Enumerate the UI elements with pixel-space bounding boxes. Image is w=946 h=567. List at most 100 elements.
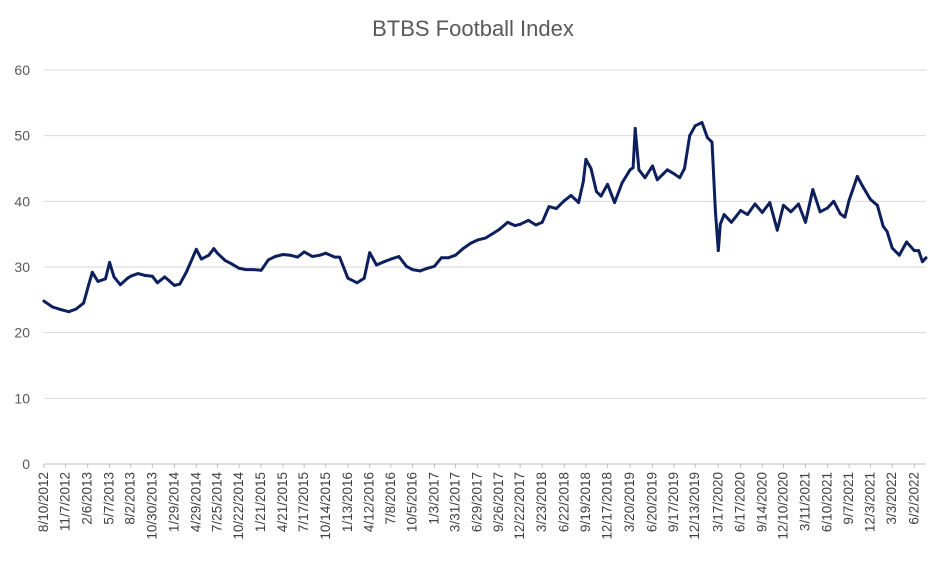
x-tick-label: 2/6/2013 <box>80 472 95 525</box>
x-tick-label: 3/20/2019 <box>622 472 637 532</box>
data-point <box>207 253 211 257</box>
data-point <box>87 283 91 287</box>
data-point <box>693 124 697 128</box>
y-tick-label: 20 <box>14 325 30 341</box>
data-point <box>595 190 598 193</box>
data-point <box>527 219 530 222</box>
x-tick-label: 6/17/2020 <box>733 472 748 532</box>
data-point <box>324 251 328 255</box>
data-point <box>897 253 901 257</box>
data-point <box>518 222 522 226</box>
data-point <box>475 238 479 242</box>
x-tick-label: 12/17/2018 <box>600 472 615 540</box>
data-point <box>924 256 928 260</box>
data-point <box>710 140 714 144</box>
x-tick-label: 6/22/2018 <box>556 472 571 532</box>
data-point <box>244 268 248 271</box>
data-point <box>581 180 585 184</box>
data-point <box>905 240 908 244</box>
data-point <box>375 263 378 267</box>
data-point <box>838 212 842 216</box>
data-point <box>216 251 219 255</box>
data-point <box>643 176 647 180</box>
data-point <box>768 201 772 205</box>
x-tick-label: 9/17/2019 <box>666 472 681 532</box>
x-tick-label: 9/7/2021 <box>841 472 856 525</box>
data-point <box>672 172 676 176</box>
data-point <box>338 255 341 259</box>
data-point <box>156 281 159 285</box>
data-point <box>104 277 107 281</box>
x-tick-label: 1/13/2016 <box>340 472 355 532</box>
data-point <box>718 222 722 226</box>
data-point <box>126 276 129 280</box>
x-tick-label: 12/13/2019 <box>687 472 702 540</box>
data-point <box>706 136 709 140</box>
data-point <box>296 255 299 259</box>
x-tick-label: 3/31/2017 <box>447 472 462 532</box>
data-point <box>163 275 167 279</box>
data-point <box>454 253 457 257</box>
data-point <box>418 269 422 273</box>
data-point <box>917 249 921 253</box>
data-point <box>921 260 924 264</box>
data-point <box>136 272 140 275</box>
data-point <box>722 213 726 216</box>
data-point <box>665 168 669 172</box>
x-tick-label: 9/14/2020 <box>754 472 769 532</box>
data-point <box>405 264 408 268</box>
data-point <box>547 205 551 209</box>
data-point <box>484 236 487 240</box>
x-tick-label: 7/25/2014 <box>209 472 224 533</box>
data-point <box>613 201 616 205</box>
data-point <box>651 164 654 168</box>
data-point <box>212 247 216 251</box>
x-tick-label: 9/26/2017 <box>491 472 506 532</box>
data-point <box>683 167 686 170</box>
data-point <box>847 198 851 202</box>
data-point <box>628 168 632 172</box>
data-point <box>411 268 414 271</box>
data-point <box>620 181 624 185</box>
data-point <box>851 189 854 193</box>
data-point <box>584 157 588 161</box>
x-tick-label: 6/10/2021 <box>820 472 835 532</box>
data-point <box>59 308 63 312</box>
data-point <box>569 194 573 197</box>
data-point <box>461 247 465 251</box>
x-tick-label: 7/8/2016 <box>383 472 398 525</box>
data-point <box>700 121 704 124</box>
data-point <box>389 257 393 261</box>
data-point <box>730 220 733 224</box>
data-point <box>885 230 889 233</box>
data-point <box>112 275 116 279</box>
data-point <box>469 242 472 245</box>
data-point <box>782 203 785 207</box>
data-point <box>655 178 659 182</box>
x-tick-label: 10/30/2013 <box>144 472 159 540</box>
data-point <box>82 301 85 305</box>
data-point <box>577 201 580 205</box>
data-point <box>311 255 314 258</box>
chart-title: BTBS Football Index <box>372 16 574 41</box>
data-point <box>74 307 78 311</box>
data-point <box>606 182 609 186</box>
data-point <box>890 246 894 250</box>
x-tick-label: 10/5/2016 <box>404 472 419 532</box>
data-point <box>855 175 859 178</box>
y-tick-label: 10 <box>14 390 30 406</box>
data-point <box>869 198 872 201</box>
x-tick-label: 12/3/2021 <box>862 472 877 532</box>
data-point <box>797 202 800 206</box>
data-point <box>491 232 495 235</box>
data-point <box>281 253 285 256</box>
data-point <box>150 274 154 278</box>
data-point <box>237 266 241 270</box>
data-point <box>497 228 501 232</box>
data-point <box>355 281 359 285</box>
x-tick-label: 3/3/2022 <box>884 472 899 525</box>
data-point <box>333 255 337 259</box>
data-point <box>716 249 720 253</box>
data-point <box>832 199 836 203</box>
data-point <box>534 223 538 227</box>
